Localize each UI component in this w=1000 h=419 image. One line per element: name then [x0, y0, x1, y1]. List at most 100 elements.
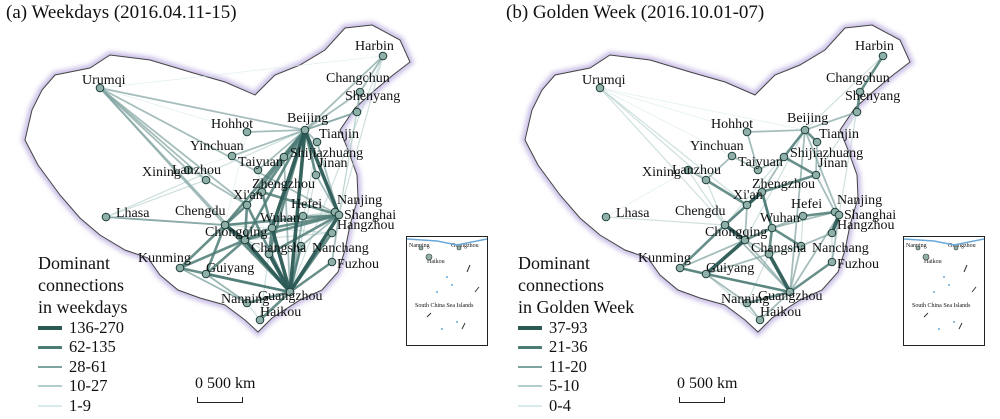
city-label: Xining — [642, 165, 681, 180]
flow-line — [359, 55, 384, 93]
flow-line — [704, 178, 749, 207]
city-label: Xi'an — [733, 188, 763, 203]
city-label: Fuzhou — [837, 257, 879, 272]
flow-line — [804, 111, 858, 131]
flow-line — [745, 290, 792, 305]
flow-line — [99, 87, 306, 131]
panel-golden-week: Harbin Changchun Shenyang Urumqi Hohhot Beiji… — [500, 0, 1000, 419]
city-label: Zhengzhou — [252, 177, 315, 192]
city-marker — [253, 165, 263, 175]
city-marker — [755, 315, 765, 325]
city-marker — [683, 165, 693, 175]
inset-guangzhou: Guangzhou — [451, 243, 479, 249]
flow-line — [770, 226, 803, 248]
city-label: Guiyang — [706, 261, 754, 276]
city-marker — [242, 200, 252, 210]
city-marker — [242, 127, 252, 137]
flow-line — [224, 224, 333, 234]
flow-line — [704, 272, 792, 294]
city-label: Lanzhou — [672, 163, 721, 178]
city-label: Hefei — [291, 197, 322, 212]
flow-line — [687, 169, 726, 226]
city-label: Nanjing — [337, 193, 382, 208]
flow-line — [761, 156, 785, 193]
flow-line — [801, 210, 837, 218]
flow-line — [289, 55, 384, 293]
city-label: Taiyuan — [238, 155, 283, 170]
flow-line — [788, 260, 834, 294]
city-marker — [300, 125, 310, 135]
city-label: Hangzhou — [837, 218, 895, 233]
city-marker — [267, 223, 277, 233]
city-label: Beijing — [287, 111, 328, 126]
city-marker — [175, 263, 185, 273]
city-label: Yinchuan — [690, 139, 744, 154]
flow-line — [204, 223, 227, 276]
scale-bar: 0 500 km — [677, 375, 737, 403]
city-label: Shanghai — [844, 208, 896, 223]
flow-line — [731, 155, 759, 171]
flow-line — [746, 129, 806, 133]
city-label: Shijiazhuang — [290, 146, 363, 161]
flow-line — [288, 260, 334, 294]
city-label: Hohhot — [211, 117, 253, 132]
city-label: Shenyang — [845, 89, 900, 104]
flow-line — [705, 179, 726, 226]
city-marker — [327, 228, 337, 238]
city-marker — [355, 87, 365, 97]
flow-line — [258, 290, 292, 322]
flow-line — [605, 169, 689, 218]
city-label: Nanchang — [312, 241, 369, 256]
city-label: Shenyang — [345, 89, 400, 104]
flow-line — [260, 190, 274, 230]
city-marker — [827, 228, 837, 238]
city-label: Zhengzhou — [752, 177, 815, 192]
city-marker — [834, 210, 844, 220]
flow-line — [759, 291, 791, 321]
city-label: Yinchuan — [190, 139, 244, 154]
city-marker — [742, 200, 752, 210]
flow-line — [267, 252, 292, 294]
flow-line — [746, 131, 759, 171]
city-label: Jinan — [818, 156, 848, 171]
city-label: Changsha — [751, 241, 807, 256]
city-marker — [798, 211, 808, 221]
flow-line — [223, 203, 249, 227]
city-label: Shanghai — [344, 208, 396, 223]
flow-line — [244, 232, 333, 241]
flow-line — [231, 131, 248, 157]
legend-item: 62-135 — [38, 337, 127, 358]
flow-line — [178, 238, 247, 270]
flow-line — [599, 87, 748, 206]
city-label: Wuhan — [760, 211, 800, 226]
flow-line — [231, 129, 306, 157]
flow-line — [105, 216, 226, 226]
city-label: Haikou — [760, 305, 801, 320]
flow-line — [267, 213, 341, 256]
city-label: Chengdu — [175, 204, 226, 219]
city-marker — [264, 249, 274, 259]
city-marker — [227, 151, 237, 161]
inset-nanning: Nanning — [906, 243, 927, 249]
panel-title: (b) Golden Week (2016.10.01-07) — [506, 2, 765, 23]
flow-line — [99, 87, 248, 206]
flow-line — [858, 54, 885, 94]
legend-item: 11-20 — [518, 357, 634, 377]
city-marker — [740, 235, 750, 245]
flow-line — [815, 111, 858, 176]
city-markers: Harbin Changchun Shenyang Urumqi Hohhot Beiji… — [82, 39, 400, 325]
flow-line — [723, 203, 749, 227]
panel-weekdays: Harbin Changchun Shenyang Urumqi Hohhot Beiji… — [6, 2, 488, 415]
flow-line — [704, 238, 747, 276]
flow-line — [338, 55, 384, 216]
city-marker — [334, 210, 344, 220]
city-marker — [742, 298, 752, 308]
city-marker — [727, 151, 737, 161]
city-marker — [242, 298, 252, 308]
city-marker — [298, 211, 308, 221]
flow-line — [282, 128, 307, 159]
city-label: Hefei — [791, 197, 822, 212]
inset-guangzhou: Guangzhou — [948, 243, 976, 249]
city-label: Hohhot — [711, 117, 753, 132]
city-label: Harbin — [355, 39, 394, 54]
